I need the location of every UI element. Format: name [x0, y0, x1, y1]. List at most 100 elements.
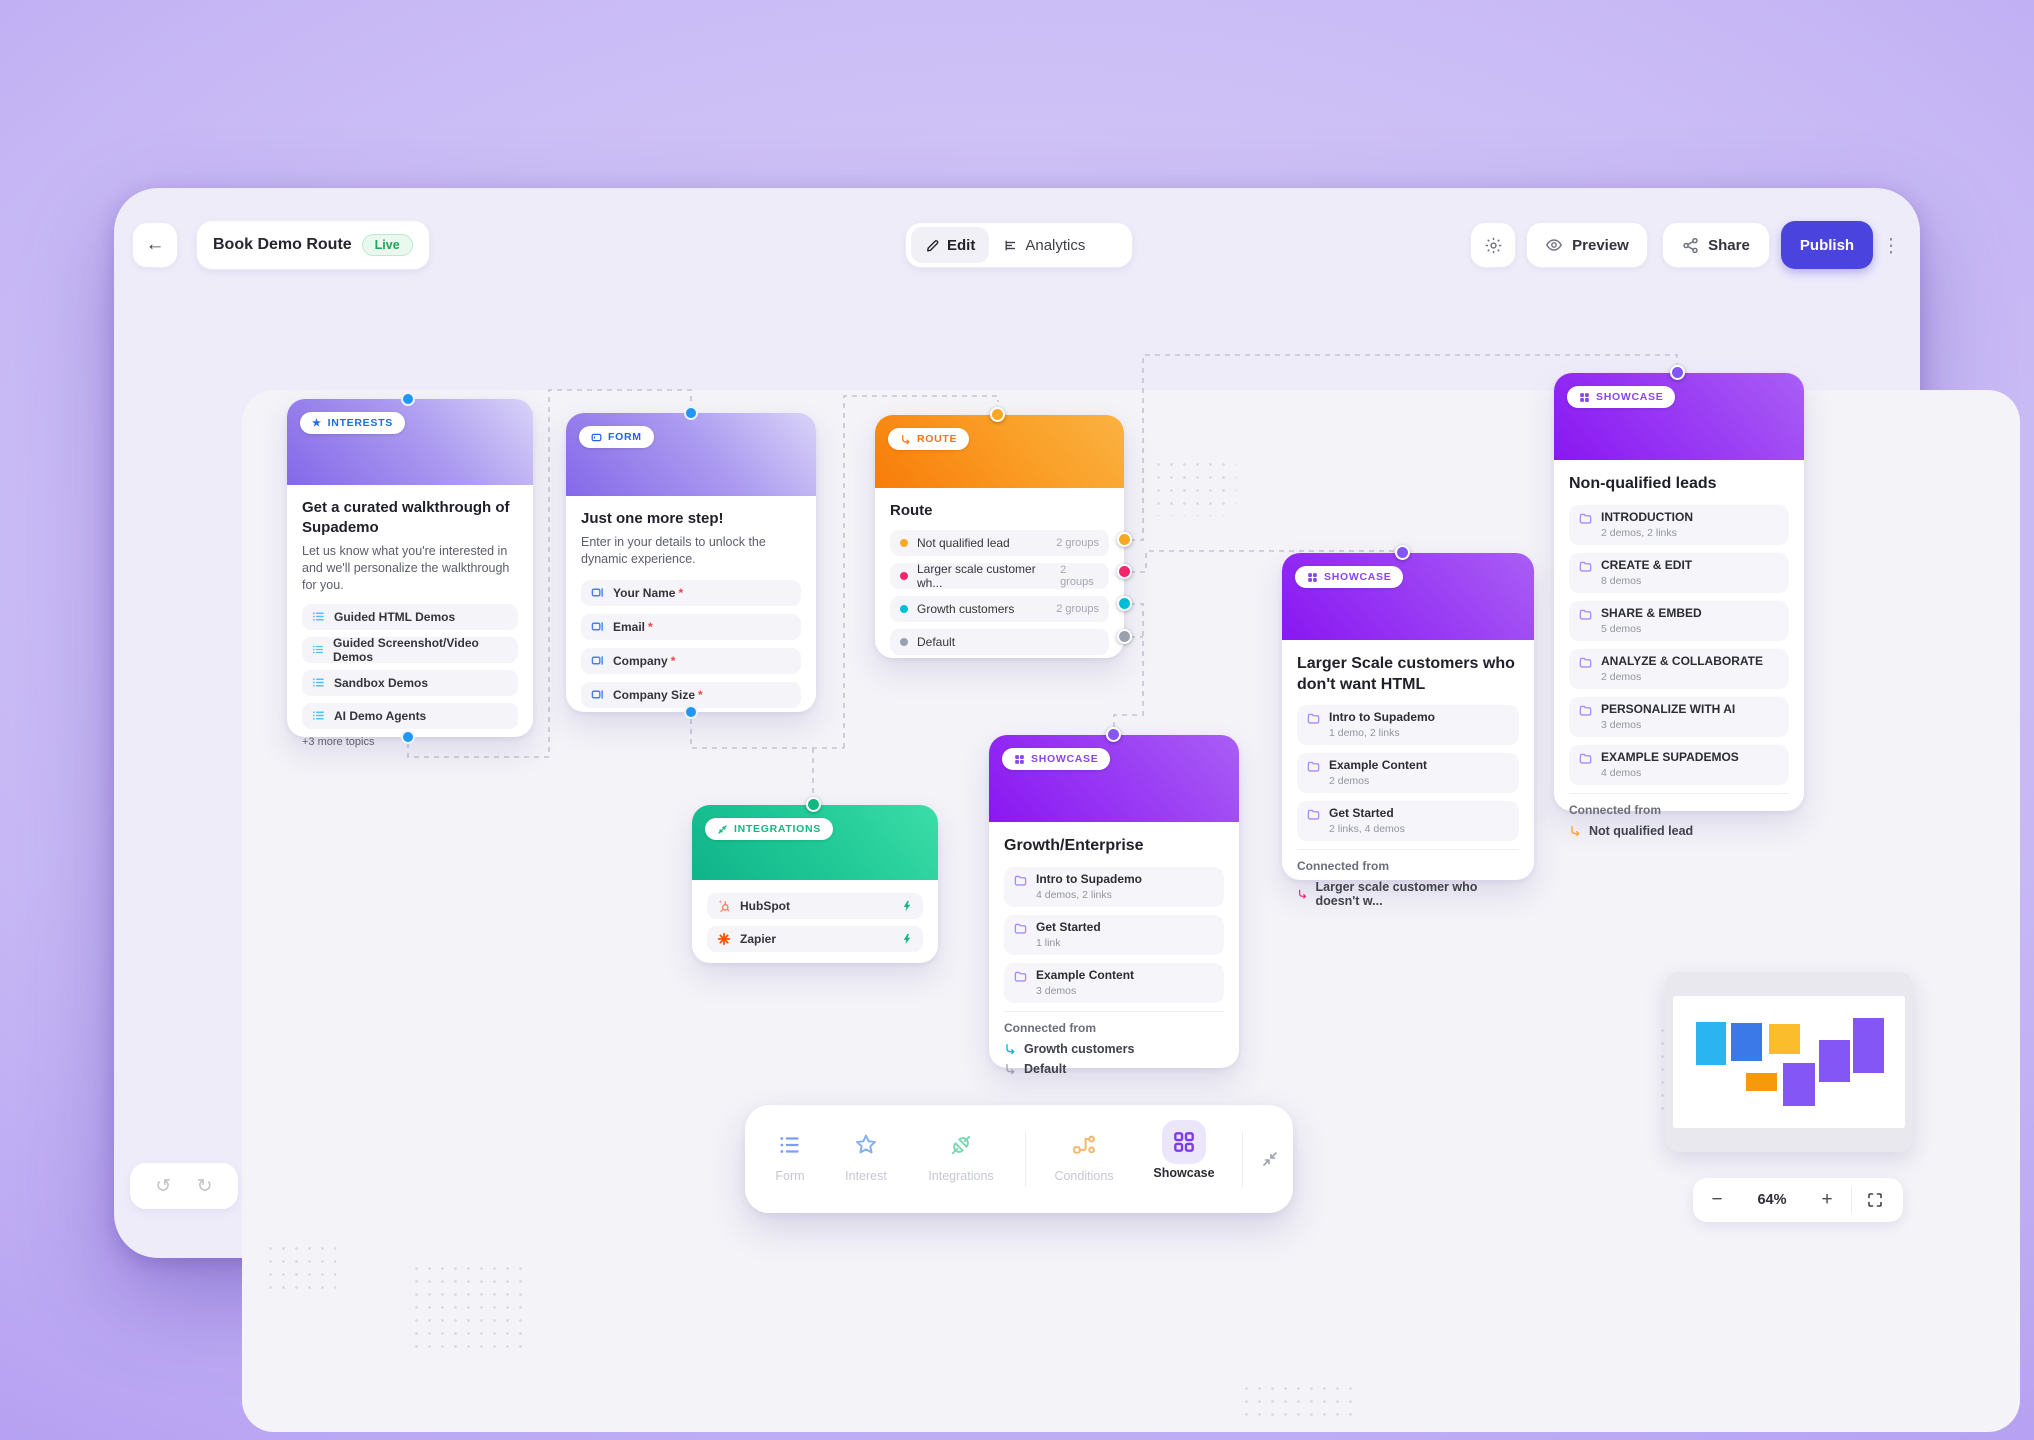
- node-card-interests[interactable]: ★ INTERESTS Get a curated walkthrough of…: [287, 392, 533, 748]
- connection-handle-bottom[interactable]: [684, 705, 698, 719]
- publish-button[interactable]: Publish: [1781, 221, 1873, 269]
- form-subtitle: Enter in your details to unlock the dyna…: [581, 534, 766, 566]
- toolbar-divider: [1025, 1131, 1026, 1187]
- palette-item-conditions[interactable]: Conditions: [1041, 1123, 1127, 1183]
- minimap-viewport: [1673, 996, 1905, 1128]
- connection-source-row[interactable]: Default: [1004, 1062, 1224, 1076]
- connection-handle-top[interactable]: [806, 797, 821, 812]
- showcase-group-row[interactable]: Get Started 1 link: [1004, 915, 1224, 956]
- more-topics-label: +3 more topics: [302, 735, 375, 748]
- list-icon: [312, 645, 323, 654]
- palette-item-interest[interactable]: Interest: [823, 1123, 909, 1183]
- minimap-node: [1853, 1018, 1884, 1073]
- connection-source-row[interactable]: Growth customers: [1004, 1042, 1224, 1056]
- node-card-showcase-larger[interactable]: SHOWCASE Larger Scale customers who don'…: [1282, 545, 1534, 908]
- connection-handle-top[interactable]: [990, 407, 1005, 422]
- connection-handle-not-qualified[interactable]: [1117, 532, 1132, 547]
- node-card-showcase-nonqualified[interactable]: SHOWCASE Non-qualified leads INTRODUCTIO…: [1554, 365, 1804, 838]
- more-options-button[interactable]: ⋮: [1881, 228, 1901, 264]
- route-condition-row[interactable]: Not qualified lead 2 groups: [890, 529, 1109, 556]
- zoom-in-button[interactable]: +: [1803, 1189, 1851, 1211]
- node-card-form[interactable]: FORM Just one more step! Enter in your d…: [566, 406, 816, 719]
- zoom-controls: − 64% +: [1693, 1178, 1903, 1222]
- palette-item-showcase[interactable]: Showcase: [1141, 1120, 1227, 1180]
- zoom-out-button[interactable]: −: [1693, 1189, 1741, 1211]
- group-meta: 2 demos: [1329, 775, 1370, 788]
- showcase-title: Growth/Enterprise: [1004, 837, 1144, 854]
- connected-from-label: Connected from: [1004, 1021, 1097, 1036]
- palette-item-integrations[interactable]: Integrations: [918, 1123, 1004, 1183]
- showcase-group-row[interactable]: CREATE & EDIT 8 demos: [1569, 553, 1789, 594]
- connection-handle-bottom[interactable]: [401, 730, 415, 744]
- live-status-badge: Live: [361, 234, 413, 256]
- connection-handle-growth[interactable]: [1117, 596, 1132, 611]
- settings-button[interactable]: [1470, 222, 1516, 268]
- group-label: PERSONALIZE WITH AI: [1601, 702, 1736, 717]
- fit-view-button[interactable]: [1852, 1192, 1898, 1208]
- back-button[interactable]: ←: [132, 222, 178, 268]
- palette-item-form[interactable]: Form: [747, 1123, 833, 1183]
- input-cursor-icon: [591, 656, 603, 665]
- showcase-group-row[interactable]: Intro to Supademo 4 demos, 2 links: [1004, 867, 1224, 908]
- redo-button[interactable]: ↻: [197, 1175, 213, 1198]
- showcase-group-row[interactable]: Get Started 2 links, 4 demos: [1297, 801, 1519, 842]
- route-condition-row[interactable]: Larger scale customer wh... 2 groups: [890, 561, 1109, 590]
- node-card-showcase-growth[interactable]: SHOWCASE Growth/Enterprise Intro to Supa…: [989, 727, 1239, 1076]
- interests-card-header: ★ INTERESTS: [287, 399, 533, 485]
- group-meta: 1 demo, 2 links: [1329, 727, 1400, 740]
- plug-icon: [718, 824, 727, 834]
- showcase-badge: SHOWCASE: [1295, 566, 1404, 588]
- showcase-group-row[interactable]: Intro to Supademo 1 demo, 2 links: [1297, 705, 1519, 746]
- condition-label: Default: [917, 634, 956, 649]
- condition-label: Larger scale customer wh...: [917, 561, 1036, 590]
- showcase-group-row[interactable]: Example Content 2 demos: [1297, 753, 1519, 794]
- showcase-group-row[interactable]: Example Content 3 demos: [1004, 963, 1224, 1004]
- showcase-group-row[interactable]: EXAMPLE SUPADEMOS 4 demos: [1569, 745, 1789, 786]
- interest-option-row[interactable]: Sandbox Demos: [302, 669, 518, 696]
- minimap-node: [1819, 1040, 1850, 1082]
- plug-icon: [951, 1135, 971, 1155]
- collapse-toolbar-button[interactable]: [1250, 1139, 1290, 1179]
- redo-icon: ↻: [196, 1175, 213, 1197]
- connection-source-row[interactable]: Not qualified lead: [1569, 824, 1789, 838]
- kebab-icon: ⋮: [1881, 235, 1901, 257]
- route-condition-row[interactable]: Default: [890, 628, 1109, 655]
- input-cursor-icon: [591, 588, 603, 597]
- showcase-grid-icon: [1174, 1132, 1194, 1152]
- route-condition-row[interactable]: Growth customers 2 groups: [890, 595, 1109, 622]
- connection-handle-top[interactable]: [1106, 727, 1121, 742]
- connection-handle-top[interactable]: [401, 392, 415, 406]
- connection-handle-top[interactable]: [684, 406, 698, 420]
- integration-row-zapier[interactable]: Zapier: [707, 926, 923, 952]
- grid-icon: [1580, 392, 1589, 402]
- form-field-row[interactable]: Company Size *: [581, 681, 801, 708]
- form-field-row[interactable]: Your Name *: [581, 579, 801, 606]
- tab-analytics[interactable]: Analytics: [989, 227, 1099, 263]
- connection-handle-top[interactable]: [1395, 545, 1410, 560]
- tab-edit[interactable]: Edit: [911, 227, 990, 263]
- pencil-icon: [927, 239, 939, 252]
- minimap[interactable]: [1665, 972, 1913, 1152]
- group-label: SHARE & EMBED: [1601, 606, 1702, 621]
- undo-button[interactable]: ↺: [155, 1175, 171, 1198]
- project-title-pill[interactable]: Book Demo Route Live: [196, 220, 430, 270]
- interest-option-row[interactable]: Guided Screenshot/Video Demos: [302, 636, 518, 664]
- connection-handle-larger-scale[interactable]: [1117, 564, 1132, 579]
- preview-label: Preview: [1572, 236, 1629, 254]
- connection-handle-top[interactable]: [1670, 365, 1685, 380]
- showcase-group-row[interactable]: SHARE & EMBED 5 demos: [1569, 601, 1789, 642]
- showcase-group-row[interactable]: PERSONALIZE WITH AI 3 demos: [1569, 697, 1789, 738]
- integration-row-hubspot[interactable]: HubSpot: [707, 893, 923, 919]
- showcase-group-row[interactable]: INTRODUCTION 2 demos, 2 links: [1569, 505, 1789, 546]
- share-button[interactable]: Share: [1662, 222, 1770, 268]
- interest-option-row[interactable]: AI Demo Agents: [302, 702, 518, 729]
- form-field-row[interactable]: Email *: [581, 613, 801, 640]
- node-card-integrations[interactable]: INTEGRATIONS HubSpot Zapier: [692, 797, 938, 963]
- showcase-group-row[interactable]: ANALYZE & COLLABORATE 2 demos: [1569, 649, 1789, 690]
- interest-option-row[interactable]: Guided HTML Demos: [302, 603, 518, 630]
- connection-handle-default[interactable]: [1117, 629, 1132, 644]
- form-field-row[interactable]: Company *: [581, 647, 801, 674]
- connection-source-row[interactable]: Larger scale customer who doesn't w...: [1297, 880, 1519, 908]
- node-card-route[interactable]: ROUTE Route Not qualified lead 2 groups …: [875, 407, 1132, 658]
- preview-button[interactable]: Preview: [1526, 222, 1648, 268]
